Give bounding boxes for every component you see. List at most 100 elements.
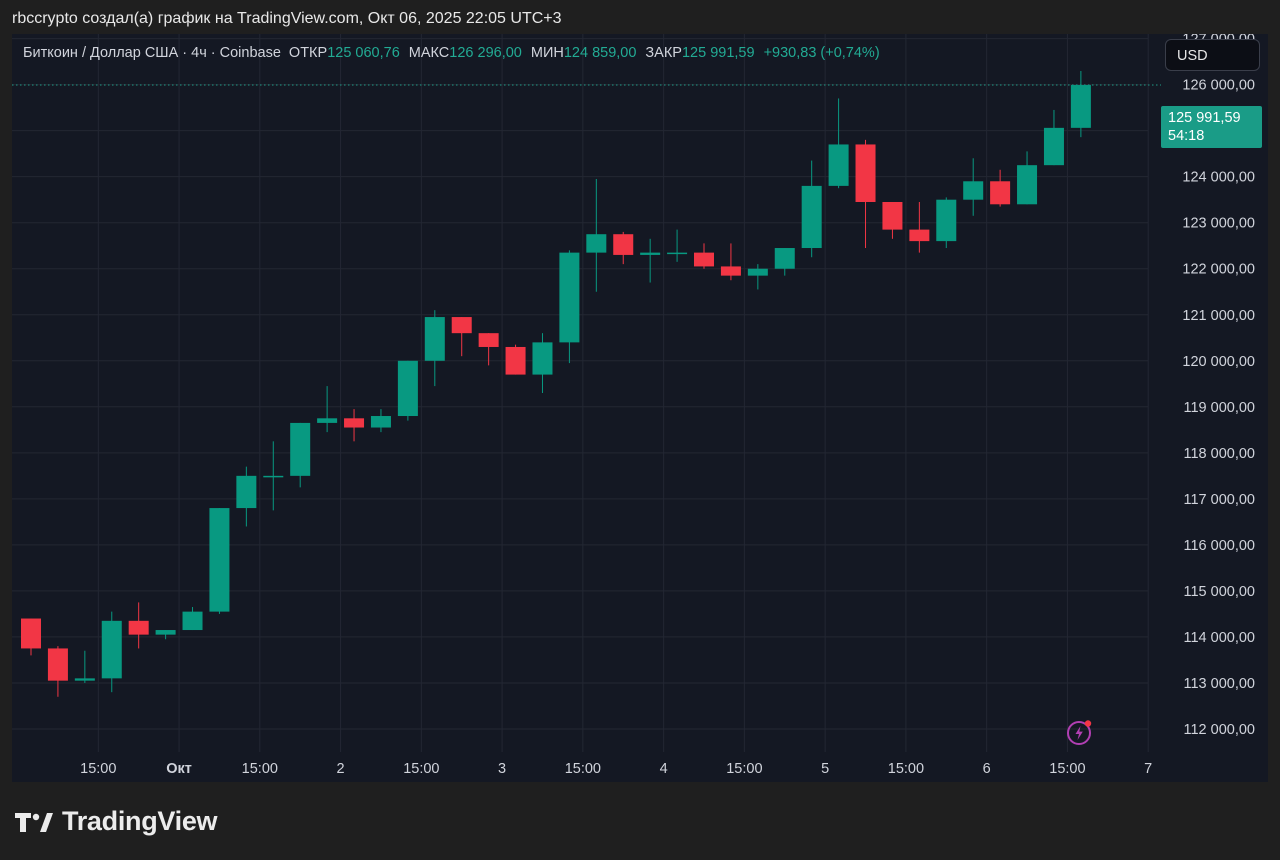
chart-area[interactable]: 112 000,00 113 000,00 114 000,00 115 000,00… [12, 34, 1268, 782]
close-value: 125 991,59 [681, 45, 755, 61]
x-tick-label: 15:00 [242, 761, 278, 777]
candle-body [559, 252, 580, 343]
x-tick-label: 6 [983, 761, 991, 777]
open-label: ОТКР [288, 45, 328, 61]
x-tick-label: 3 [498, 761, 506, 777]
candle[interactable] [990, 169, 1011, 207]
tradingview-logo-icon [15, 812, 53, 832]
x-tick-label: 15:00 [565, 761, 601, 777]
candle[interactable] [155, 630, 176, 640]
tradingview-logo[interactable]: TradingView [14, 806, 218, 837]
candle-body [263, 475, 284, 478]
y-tick-label: 122 000,00 [1182, 262, 1255, 278]
candle-body [478, 333, 499, 347]
y-tick-label: 116 000,00 [1184, 538, 1256, 554]
candle-body [640, 252, 661, 255]
y-tick-label: 118 000,00 [1184, 446, 1256, 462]
candle[interactable] [586, 178, 607, 292]
y-tick-label: 123 000,00 [1182, 216, 1255, 232]
candle[interactable] [559, 250, 580, 364]
candle-body [290, 422, 311, 476]
candle[interactable] [236, 466, 257, 527]
candle[interactable] [424, 310, 445, 387]
y-tick-label: 115 000,00 [1184, 584, 1256, 600]
candle-body [667, 252, 688, 255]
candle-body [882, 201, 903, 230]
candle[interactable] [694, 243, 714, 269]
candle[interactable] [963, 158, 984, 216]
candle[interactable] [209, 508, 230, 614]
bar-countdown: 54:18 [1168, 128, 1205, 144]
time-axis[interactable]: 15:00 Окт 15:00 2 15:00 3 15:00 4 15:00 5 15:00 6 15… [80, 761, 1152, 777]
candle[interactable] [290, 422, 311, 488]
candle-body [397, 360, 418, 417]
x-tick-label: 15:00 [403, 761, 439, 777]
candle-body [720, 266, 741, 276]
currency-button[interactable]: USD [1165, 39, 1260, 71]
candle[interactable] [882, 201, 903, 239]
brand-name: TradingView [62, 806, 218, 836]
grid-lines [12, 34, 1149, 752]
low-value: 124 859,00 [563, 45, 637, 61]
candle-body [909, 229, 930, 242]
y-tick-label: 121 000,00 [1182, 308, 1255, 324]
x-tick-label: 15:00 [80, 761, 116, 777]
symbol-name: Биткоин / Доллар США · 4ч · Coinbase [23, 45, 281, 61]
candle[interactable] [370, 409, 391, 433]
high-label: МАКС [408, 45, 450, 61]
candle-body [532, 342, 553, 375]
candle[interactable] [344, 409, 365, 442]
candle-body [317, 418, 338, 423]
candle[interactable] [478, 333, 499, 366]
candlestick-chart[interactable]: 112 000,00 113 000,00 114 000,00 115 000,00… [12, 34, 1268, 782]
candle-body [855, 144, 876, 202]
y-tick-label: 119 000,00 [1184, 400, 1256, 416]
candle[interactable] [263, 441, 284, 511]
candle[interactable] [128, 602, 149, 649]
candle[interactable] [1043, 109, 1064, 166]
symbol-legend: Биткоин / Доллар США · 4ч · Coinbase ОТК… [23, 45, 880, 61]
candle[interactable] [317, 386, 338, 433]
candle[interactable] [828, 98, 849, 189]
candle[interactable] [182, 607, 203, 631]
y-tick-label: 126 000,00 [1182, 78, 1255, 94]
change-value: +930,83 (+0,74%) [763, 45, 880, 61]
candle[interactable] [397, 360, 418, 421]
candle[interactable] [532, 333, 553, 393]
candle[interactable] [21, 618, 41, 656]
candle-body [451, 317, 472, 334]
candle-body [209, 508, 230, 612]
lightning-bolt-icon[interactable] [1067, 719, 1093, 745]
candle[interactable] [640, 238, 661, 283]
candle-body [747, 268, 768, 276]
candle-body [1043, 127, 1064, 166]
y-tick-label: 124 000,00 [1182, 170, 1255, 186]
candle[interactable] [936, 197, 957, 249]
candle[interactable] [667, 229, 688, 262]
candle[interactable] [720, 243, 741, 281]
high-value: 126 296,00 [449, 45, 522, 61]
candle-body [344, 418, 365, 428]
candle[interactable] [613, 231, 634, 265]
candle[interactable] [774, 248, 795, 276]
candle[interactable] [451, 317, 472, 357]
candle[interactable] [801, 160, 822, 258]
candle[interactable] [47, 646, 68, 697]
candle-body [990, 181, 1011, 205]
candle[interactable] [74, 650, 95, 683]
candle[interactable] [1070, 71, 1091, 138]
candle-body [424, 317, 445, 361]
candle[interactable] [855, 139, 876, 249]
x-tick-label: 15:00 [726, 761, 762, 777]
candle[interactable] [101, 611, 122, 693]
candle-body [774, 248, 795, 269]
candle[interactable] [1017, 151, 1038, 205]
candle[interactable] [747, 264, 768, 290]
candle-body [47, 648, 68, 681]
candle[interactable] [909, 201, 930, 253]
candle-body [505, 346, 526, 375]
low-label: МИН [530, 45, 564, 61]
candle-body [236, 475, 257, 509]
candle[interactable] [505, 344, 526, 375]
candle-body [963, 181, 984, 200]
